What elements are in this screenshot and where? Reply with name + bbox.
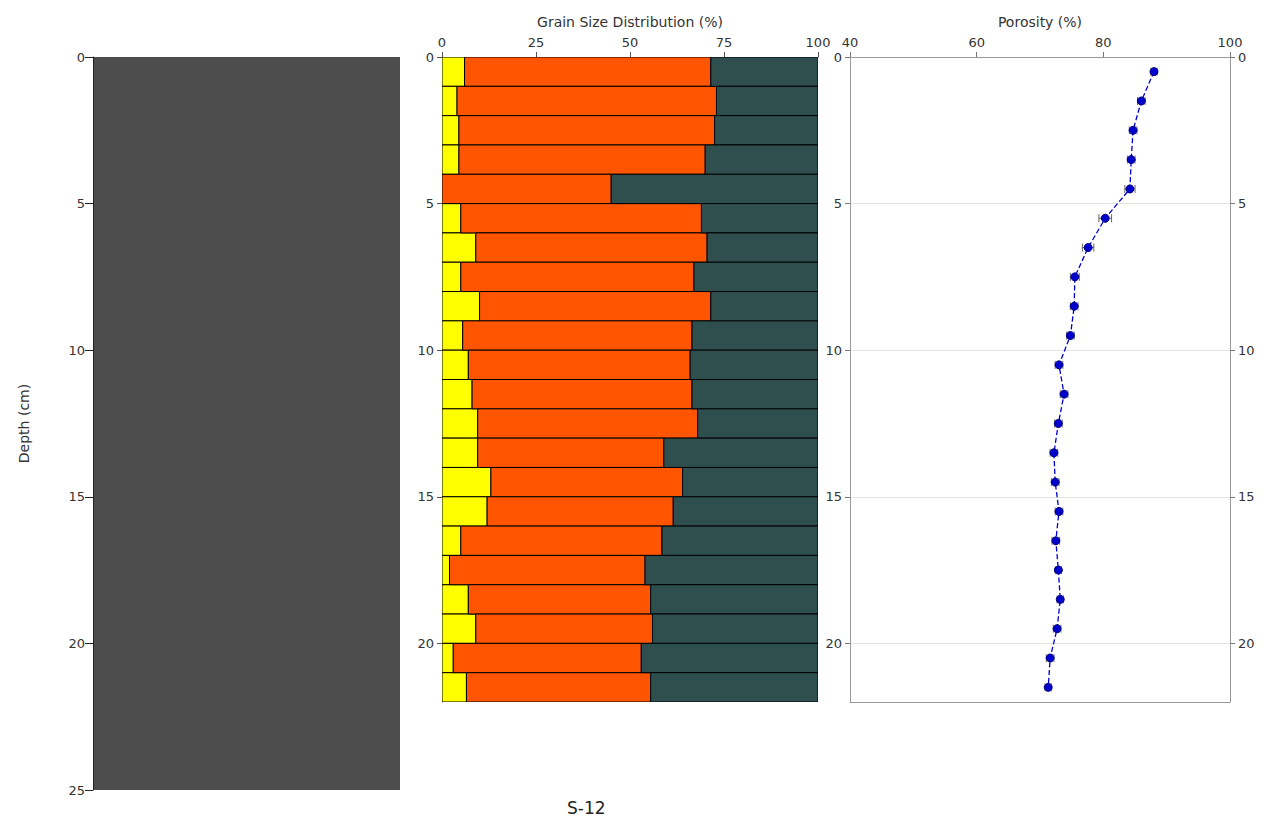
svg-text:80: 80	[1095, 35, 1112, 50]
svg-text:50: 50	[622, 35, 639, 50]
svg-text:10: 10	[1238, 343, 1255, 358]
svg-text:0: 0	[438, 35, 446, 50]
svg-text:60: 60	[968, 35, 985, 50]
svg-text:Grain Size Distribution (%): Grain Size Distribution (%)	[537, 14, 723, 30]
svg-text:100: 100	[1218, 35, 1243, 50]
svg-text:25: 25	[68, 783, 85, 798]
svg-text:15: 15	[68, 489, 85, 504]
svg-text:S-12: S-12	[567, 798, 606, 818]
svg-text:15: 15	[825, 489, 842, 504]
svg-text:0: 0	[77, 50, 85, 65]
svg-text:25: 25	[528, 35, 545, 50]
svg-text:5: 5	[1238, 196, 1246, 211]
svg-text:0: 0	[1238, 50, 1246, 65]
svg-text:5: 5	[834, 196, 842, 211]
svg-text:10: 10	[825, 343, 842, 358]
svg-text:20: 20	[68, 636, 85, 651]
svg-text:20: 20	[417, 636, 434, 651]
svg-text:0: 0	[834, 50, 842, 65]
svg-text:5: 5	[426, 196, 434, 211]
svg-text:0: 0	[426, 50, 434, 65]
svg-text:Depth (cm): Depth (cm)	[16, 384, 32, 463]
svg-text:10: 10	[68, 343, 85, 358]
svg-text:15: 15	[417, 489, 434, 504]
svg-text:10: 10	[417, 343, 434, 358]
svg-text:75: 75	[716, 35, 733, 50]
svg-text:100: 100	[806, 35, 831, 50]
svg-text:Porosity (%): Porosity (%)	[998, 14, 1082, 30]
svg-text:5: 5	[77, 196, 85, 211]
svg-text:40: 40	[842, 35, 859, 50]
svg-text:20: 20	[825, 636, 842, 651]
svg-text:15: 15	[1238, 489, 1255, 504]
svg-text:20: 20	[1238, 636, 1255, 651]
